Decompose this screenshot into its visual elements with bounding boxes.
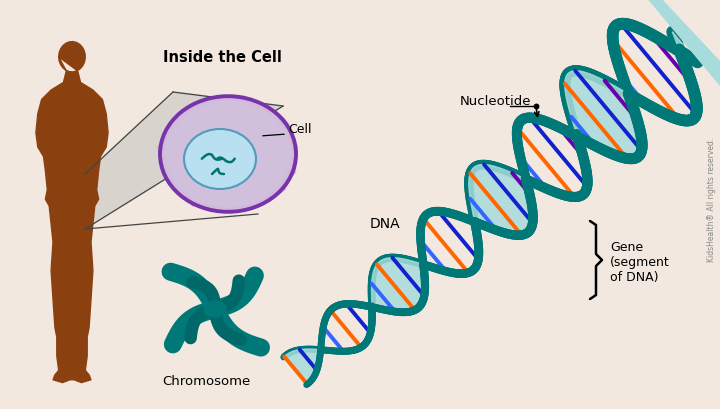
Ellipse shape [165,102,291,207]
Text: Inside the Cell: Inside the Cell [163,50,282,65]
Polygon shape [372,258,425,312]
Polygon shape [469,165,533,236]
Polygon shape [157,97,297,211]
Text: Cell: Cell [288,123,312,136]
Polygon shape [672,33,698,63]
Text: Gene
(segment
of DNA): Gene (segment of DNA) [610,241,670,284]
Ellipse shape [204,301,226,317]
Text: Chromosome: Chromosome [162,374,251,387]
Polygon shape [284,349,321,385]
Polygon shape [36,43,108,383]
Polygon shape [85,93,283,229]
Text: KidsHealth® All rights reserved.: KidsHealth® All rights reserved. [708,137,716,261]
Polygon shape [648,0,720,107]
Polygon shape [564,72,642,160]
Text: DNA: DNA [370,216,400,230]
Text: Nucleotide: Nucleotide [460,95,531,108]
Ellipse shape [184,130,256,189]
